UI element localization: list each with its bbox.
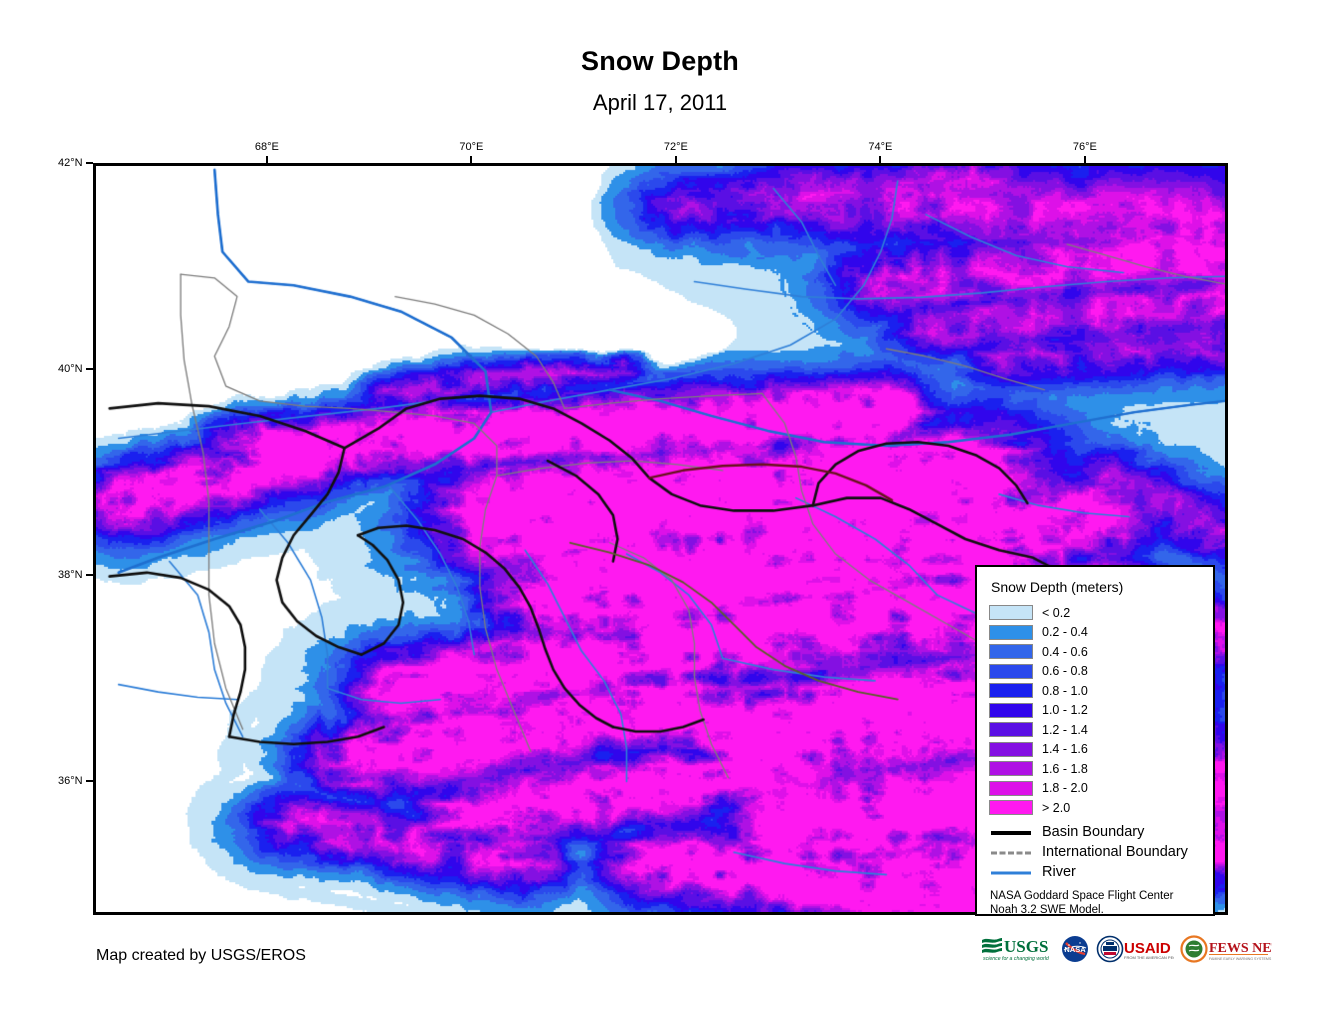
- legend-source-line1: NASA Goddard Space Flight Center: [990, 889, 1174, 902]
- legend-source-line2: Noah 3.2 SWE Model.: [990, 904, 1104, 917]
- legend-class-label: 1.8 - 2.0: [1042, 781, 1088, 795]
- legend-class-label: < 0.2: [1042, 605, 1071, 620]
- legend-line-list: Basin Boundary International Boundary Rive…: [989, 823, 1203, 883]
- legend-line-row: International Boundary: [989, 843, 1203, 863]
- legend-class-row: 1.2 - 1.4: [989, 720, 1203, 740]
- legend-line-label: International Boundary: [1042, 844, 1188, 861]
- legend-swatch: [989, 683, 1033, 699]
- svg-text:USGS: USGS: [1004, 937, 1048, 956]
- footer-credit: Map created by USGS/EROS: [96, 947, 306, 964]
- solid-blue-icon: [989, 866, 1033, 880]
- lon-tick-mark: [1083, 156, 1086, 163]
- lon-tick-mark: [265, 156, 268, 163]
- legend-class-row: > 2.0: [989, 798, 1203, 818]
- lat-tick-mark: [86, 162, 93, 164]
- lat-tick-label: 40°N: [58, 363, 83, 376]
- page-subtitle: April 17, 2011: [592, 90, 728, 115]
- legend-class-row: 0.2 - 0.4: [989, 623, 1203, 643]
- solid-black-icon: [989, 826, 1033, 840]
- legend-class-row: 1.4 - 1.6: [989, 740, 1203, 760]
- dashed-gray-icon: [989, 846, 1033, 860]
- legend-class-label: 1.2 - 1.4: [1042, 722, 1088, 737]
- legend-class-row: < 0.2: [989, 603, 1203, 623]
- svg-text:FEWS NET: FEWS NET: [1209, 941, 1272, 956]
- legend-class-row: 0.6 - 0.8: [989, 662, 1203, 682]
- lon-tick-label: 72°E: [663, 141, 688, 153]
- legend-source: NASA Goddard Space Flight Center Noah 3.…: [990, 889, 1203, 918]
- legend-title: Snow Depth (meters): [991, 579, 1124, 595]
- lat-tick-mark: [86, 574, 93, 577]
- title-block: Snow Depth April 17, 2011: [0, 0, 1320, 114]
- nasa-logo: NASA: [1060, 934, 1090, 964]
- legend-swatch: [989, 644, 1033, 660]
- lon-tick-mark: [674, 156, 677, 163]
- legend-class-label: > 2.0: [1042, 800, 1071, 815]
- legend-class-row: 1.6 - 1.8: [989, 759, 1203, 779]
- svg-text:FROM THE AMERICAN PEOPLE: FROM THE AMERICAN PEOPLE: [1124, 955, 1174, 960]
- legend-swatch: [989, 605, 1033, 621]
- legend-class-label: 1.6 - 1.8: [1042, 761, 1088, 776]
- legend-swatch: [989, 722, 1033, 738]
- legend-swatch: [989, 741, 1033, 757]
- lat-tick-mark: [86, 780, 93, 783]
- lon-tick-label: 74°E: [868, 141, 893, 153]
- usaid-logo: USAID FROM THE AMERICAN PEOPLE: [1096, 934, 1174, 964]
- legend-swatch: [989, 663, 1033, 679]
- svg-text:USAID: USAID: [1124, 940, 1171, 957]
- lon-tick-label: 68°E: [254, 141, 279, 153]
- legend-swatch: [989, 624, 1033, 640]
- legend-line-label: River: [1042, 864, 1076, 881]
- page-title: Snow Depth: [581, 46, 739, 76]
- usgs-logo: USGS science for a changing world: [980, 934, 1054, 964]
- legend-swatch: [989, 780, 1033, 796]
- legend-line-row: River: [989, 863, 1203, 883]
- svg-text:science for a changing world: science for a changing world: [983, 956, 1050, 962]
- legend-class-row: 0.4 - 0.6: [989, 642, 1203, 662]
- legend-line-label: Basin Boundary: [1042, 824, 1145, 841]
- lon-tick-label: 70°E: [459, 141, 484, 153]
- lat-tick-label: 42°N: [58, 157, 83, 169]
- logo-strip: USGS science for a changing world NASA U…: [980, 932, 1272, 966]
- fewsnet-logo: FEWS NET FAMINE EARLY WARNING SYSTEMS NE…: [1180, 934, 1272, 964]
- legend-swatch: [989, 800, 1033, 816]
- legend-class-row: 0.8 - 1.0: [989, 681, 1203, 701]
- svg-text:NASA: NASA: [1064, 945, 1086, 954]
- map-legend: Snow Depth (meters) < 0.2 0.2 - 0.4 0.4 - …: [975, 565, 1215, 916]
- legend-line-row: Basin Boundary: [989, 823, 1203, 843]
- legend-swatch: [989, 702, 1033, 718]
- svg-text:FAMINE EARLY WARNING SYSTEMS N: FAMINE EARLY WARNING SYSTEMS NETWORK: [1209, 957, 1272, 961]
- legend-swatch: [989, 761, 1033, 777]
- legend-class-label: 0.8 - 1.0: [1042, 683, 1088, 698]
- legend-class-label: 0.6 - 0.8: [1042, 664, 1088, 678]
- lat-tick-mark: [86, 368, 93, 371]
- legend-class-list: < 0.2 0.2 - 0.4 0.4 - 0.6 0.6 - 0.8 0.8 - 1.…: [989, 603, 1203, 818]
- legend-class-row: 1.0 - 1.2: [989, 701, 1203, 721]
- lon-tick-mark: [470, 156, 473, 163]
- legend-class-label: 1.0 - 1.2: [1042, 703, 1088, 717]
- legend-class-label: 0.2 - 0.4: [1042, 625, 1088, 639]
- lon-tick-mark: [879, 156, 882, 163]
- lon-tick-label: 76°E: [1072, 141, 1097, 153]
- legend-class-label: 1.4 - 1.6: [1042, 742, 1088, 756]
- lat-tick-label: 38°N: [58, 569, 83, 582]
- legend-class-row: 1.8 - 2.0: [989, 779, 1203, 799]
- legend-class-label: 0.4 - 0.6: [1042, 644, 1088, 659]
- lat-tick-label: 36°N: [58, 775, 83, 788]
